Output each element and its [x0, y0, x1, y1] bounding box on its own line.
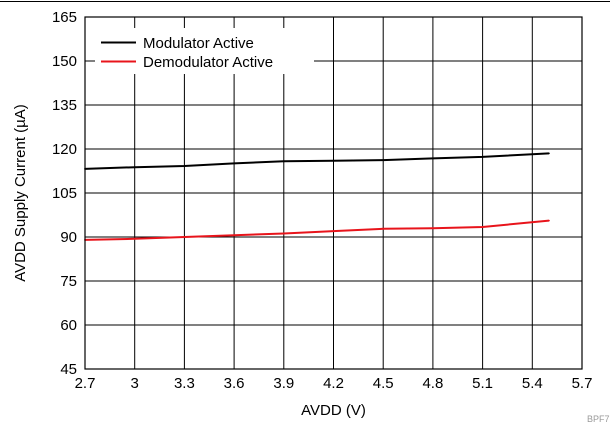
x-tick-label: 5.7 [572, 375, 593, 392]
x-tick-label: 3.6 [224, 375, 245, 392]
legend: Modulator Active Demodulator Active [95, 28, 314, 74]
plot-area-frame [84, 16, 583, 370]
x-tick-label: 3.9 [273, 375, 294, 392]
series-line-modulator-active [84, 152, 549, 170]
y-tick-label: 105 [52, 185, 77, 202]
data-point-modulator-active [332, 159, 335, 162]
y-tick-label: 120 [52, 141, 77, 158]
data-point-modulator-active [432, 157, 434, 160]
x-tick-labels: 2.7 3 3.3 3.6 3.9 4.2 4.5 4.8 5.1 5.4 5.7 [75, 375, 593, 392]
data-point-modulator-active [282, 160, 285, 163]
data-point-modulator-active [183, 165, 186, 167]
y-tick-label: 60 [60, 317, 77, 334]
data-point-demodulator-active [548, 219, 550, 222]
data-point-modulator-active [481, 156, 484, 158]
x-tick-label: 4.8 [422, 375, 443, 392]
data-point-demodulator-active [183, 236, 186, 238]
x-tick-label: 3 [131, 375, 139, 392]
x-tick-label: 5.1 [472, 375, 493, 392]
data-point-demodulator-active [382, 227, 385, 230]
data-point-demodulator-active [332, 230, 335, 233]
y-tick-label: 165 [52, 9, 77, 26]
x-tick-label: 2.7 [75, 375, 96, 392]
data-point-demodulator-active [133, 237, 136, 240]
figure-id-watermark: BPF7 [587, 414, 610, 424]
y-tick-label: 45 [60, 361, 77, 378]
data-point-modulator-active [548, 152, 550, 155]
data-point-modulator-active [233, 162, 236, 165]
x-tick-label: 3.3 [174, 375, 195, 392]
x-tick-label: 5.4 [522, 375, 543, 392]
y-axis-title: AVDD Supply Current (µA) [12, 104, 29, 282]
series-layer [84, 152, 550, 241]
data-point-demodulator-active [282, 232, 285, 235]
y-tick-label: 150 [52, 53, 77, 70]
data-point-modulator-active [382, 159, 385, 162]
x-tick-label: 4.2 [323, 375, 344, 392]
y-tick-labels: 45 60 75 90 105 120 135 150 165 [52, 9, 77, 378]
y-tick-label: 75 [60, 273, 77, 290]
data-point-demodulator-active [432, 227, 434, 230]
data-point-modulator-active [133, 166, 136, 169]
legend-label-demodulator-active: Demodulator Active [143, 54, 273, 71]
data-point-demodulator-active [233, 234, 236, 237]
y-tick-label: 135 [52, 97, 77, 114]
series-line-demodulator-active [84, 219, 549, 241]
data-point-demodulator-active [481, 226, 484, 228]
legend-box [95, 28, 314, 74]
x-axis-title: AVDD (V) [301, 402, 366, 419]
legend-label-modulator-active: Modulator Active [143, 35, 254, 52]
x-tick-label: 4.5 [373, 375, 394, 392]
y-tick-label: 90 [60, 229, 77, 246]
